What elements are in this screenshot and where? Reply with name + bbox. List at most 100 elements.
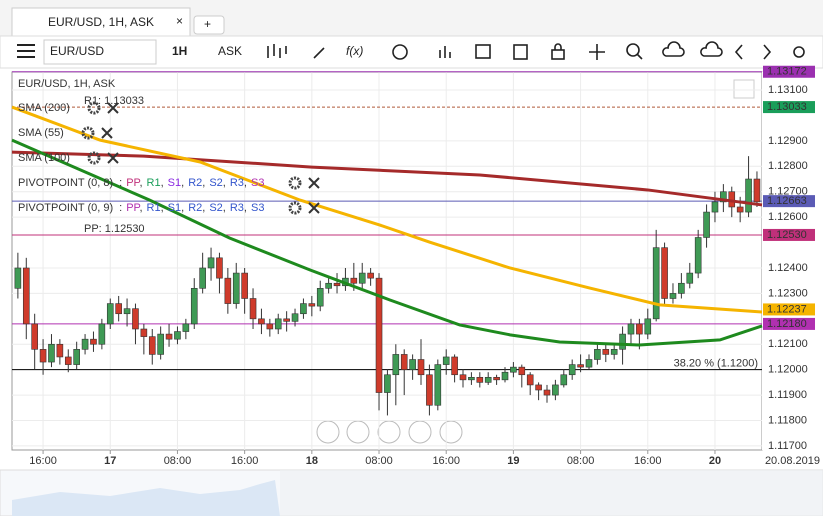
candle-body	[720, 191, 727, 203]
new-tab[interactable]	[193, 15, 225, 35]
fx-button[interactable]: f(x)	[346, 44, 363, 58]
pivot-legend-part: R3	[230, 177, 244, 189]
settings-icon[interactable]	[87, 151, 101, 165]
settings-icon[interactable]	[288, 201, 302, 215]
x-tick-label: 08:00	[365, 455, 393, 467]
candle-body	[636, 323, 643, 335]
candle-body	[300, 303, 307, 315]
zoom-buttons[interactable]	[316, 420, 463, 444]
settings-icon[interactable]	[81, 126, 95, 140]
candle-body	[501, 371, 509, 381]
remove-icon[interactable]	[308, 202, 320, 214]
candle-body	[367, 272, 374, 279]
candle-body	[274, 318, 282, 330]
pivot-legend-part: ,	[244, 202, 247, 214]
pivot-legend-part: PIVOTPOINT (0, 9)	[18, 202, 113, 214]
sma-line	[11, 138, 763, 347]
remove-icon[interactable]	[308, 177, 320, 189]
candle-body	[90, 338, 97, 345]
remove-icon[interactable]	[107, 152, 119, 164]
pivot-legend-part: ,	[139, 202, 142, 214]
price-badge	[763, 303, 815, 316]
candle-body	[736, 206, 744, 213]
interval[interactable]: 1H	[172, 44, 187, 58]
price-badge-label: 1.13033	[767, 101, 807, 113]
remove-icon[interactable]	[107, 102, 119, 114]
candle-body	[434, 364, 442, 406]
candle-body	[333, 282, 341, 287]
remove-icon[interactable]	[101, 127, 113, 139]
pivot-legend-part: PP	[126, 202, 140, 214]
candle-body	[526, 374, 534, 386]
navigator-area	[12, 480, 280, 516]
settings-icon[interactable]	[87, 101, 101, 115]
candle-body	[232, 272, 240, 304]
candle-body	[510, 366, 517, 373]
candle-body	[753, 178, 761, 203]
candle-body	[602, 349, 610, 355]
candle-body	[291, 313, 299, 322]
candle-body	[22, 267, 30, 325]
candle-body	[216, 257, 223, 279]
y-tick-label: 1.12300	[768, 287, 808, 299]
menu-icon[interactable]	[17, 44, 35, 58]
candle-body	[392, 354, 400, 376]
candle-body	[81, 338, 89, 350]
pivot-legend-part: S3	[251, 202, 264, 214]
x-tick-label: 16:00	[432, 455, 460, 467]
candle-body	[711, 201, 719, 213]
x-tick-label: 19	[507, 455, 519, 467]
sma-line	[11, 105, 763, 314]
candle-body	[703, 211, 710, 238]
candle-body	[140, 328, 148, 337]
pivot-legend-part: ,	[181, 202, 184, 214]
candle-body	[552, 384, 559, 396]
pivot-legend-part: S1	[168, 177, 181, 189]
legend-entry: SMA (100)	[18, 152, 70, 164]
candle-body	[610, 349, 618, 355]
candle-body	[148, 336, 156, 355]
symbol-input[interactable]	[43, 39, 157, 65]
candle-body	[14, 267, 22, 289]
pivot-legend-part: ,	[223, 177, 226, 189]
tab[interactable]	[11, 7, 191, 37]
y-tick-label: 1.13100	[768, 84, 808, 96]
pivot-legend: PIVOTPOINT (0, 8): PP, R1, S1, R2, S2, R3, S3	[18, 177, 264, 189]
candle-body	[56, 343, 64, 358]
y-tick-label: 1.12400	[768, 262, 808, 274]
pivot-legend-part: R2	[188, 177, 202, 189]
candle-body	[417, 359, 425, 376]
candle-body	[535, 384, 542, 391]
side[interactable]: ASK	[218, 44, 242, 58]
candle-body	[442, 356, 450, 365]
candle-body	[182, 323, 190, 332]
price-axis	[762, 72, 823, 450]
settings-icon[interactable]	[288, 176, 302, 190]
pivot-legend-part: ,	[244, 177, 247, 189]
date-label: 20.08.2019	[765, 455, 820, 467]
candle-body	[123, 308, 131, 315]
pivot-legend-part: ,	[139, 177, 142, 189]
x-tick-label: 16:00	[231, 455, 259, 467]
y-tick-label: 1.12900	[768, 135, 808, 147]
candle-body	[358, 272, 366, 284]
pivot-legend-part: PP	[126, 177, 140, 189]
candle-body	[686, 272, 694, 284]
candle-body	[400, 354, 408, 370]
candle-body	[316, 288, 324, 307]
pivot-legend-part: R1	[147, 177, 161, 189]
candle-body	[476, 376, 484, 383]
candle-body	[568, 364, 576, 376]
candle-body	[106, 303, 114, 325]
overlay: 1.13172 1.13033 1.12663 1.12530 1.12237 1.121…	[18, 66, 815, 330]
tab-close[interactable]: ×	[176, 14, 183, 28]
expand-button[interactable]	[733, 79, 755, 99]
candle-body	[73, 349, 80, 365]
candle-body	[325, 282, 332, 289]
sma-line	[11, 150, 763, 207]
x-tick-label: 20	[709, 455, 721, 467]
toolbar-icons[interactable]	[267, 41, 805, 60]
candle-body	[207, 257, 215, 269]
y-tick-label: 1.12000	[768, 364, 808, 376]
navigator-window[interactable]	[280, 470, 823, 516]
